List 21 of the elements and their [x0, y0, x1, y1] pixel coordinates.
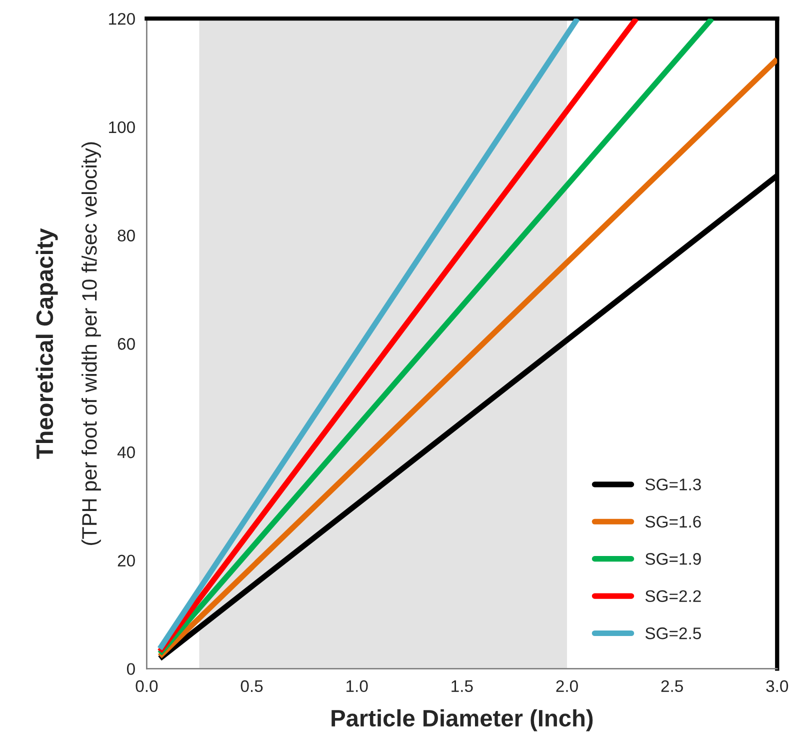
y-tick-label: 120	[109, 12, 135, 25]
y-tick-label: 0	[126, 663, 135, 675]
y-axis-title: Theoretical Capacity (TPH per foot of width per 10 ft/sec velocity)	[36, 142, 101, 545]
y-tick-label: 40	[117, 446, 135, 458]
x-tick-label: 0.0	[136, 680, 158, 692]
x-axis-title: Particle Diameter (Inch)	[332, 709, 593, 732]
legend-label: SG=2.5	[645, 627, 701, 640]
legend-label: SG=1.3	[645, 478, 701, 490]
y-tick-label: 100	[109, 121, 135, 134]
y-tick-label: 60	[118, 338, 135, 350]
y-tick-label: 80	[118, 230, 135, 242]
x-tick-label: 2.0	[556, 680, 578, 692]
x-tick-label: 0.5	[240, 680, 263, 692]
x-tick-label: 2.5	[661, 680, 683, 692]
legend-label: SG=1.6	[645, 516, 701, 528]
y-tick-label: 20	[118, 554, 135, 567]
legend-label: SG=1.9	[645, 553, 701, 565]
x-tick-label: 1.0	[346, 680, 368, 692]
legend-label: SG=2.2	[645, 590, 701, 602]
x-tick-label: 3.0	[766, 680, 788, 692]
x-tick-label: 1.5	[452, 680, 473, 692]
